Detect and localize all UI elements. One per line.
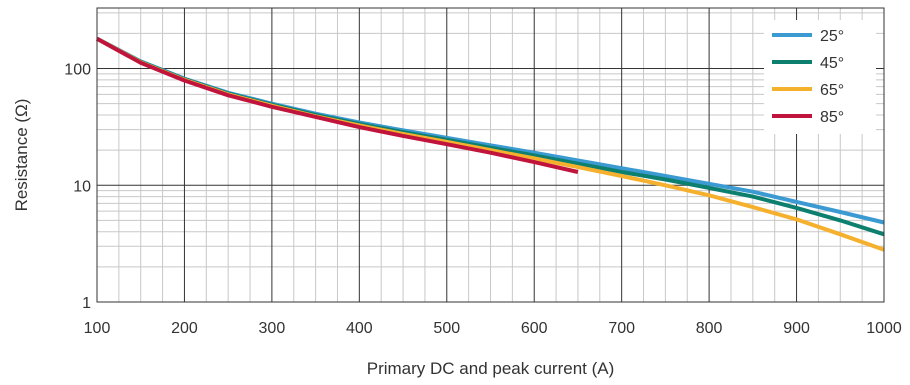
x-tick-label: 1000 <box>866 320 902 337</box>
legend-label-4: 85° <box>820 109 844 126</box>
plot-frame <box>96 7 885 303</box>
x-axis-title: Primary DC and peak current (A) <box>367 359 615 378</box>
legend-label-3: 65° <box>820 82 844 99</box>
x-tick-label: 800 <box>696 320 723 337</box>
legend-label-1: 25° <box>820 28 844 45</box>
x-tick-label: 200 <box>171 320 198 337</box>
x-tick-label: 100 <box>84 320 111 337</box>
y-tick-label: 10 <box>73 178 91 195</box>
x-tick-label: 900 <box>783 320 810 337</box>
y-axis-title: Resistance (Ω) <box>12 99 31 212</box>
x-axis-ticks: 100 200 300 400 500 600 700 800 900 1000 <box>84 320 902 337</box>
legend: 25° 45° 65° 85° <box>764 20 876 134</box>
x-tick-label: 700 <box>608 320 635 337</box>
legend-label-2: 45° <box>820 55 844 72</box>
series-line-4 <box>96 36 579 174</box>
y-axis-ticks: 1 10 100 <box>64 62 91 312</box>
x-tick-label: 400 <box>346 320 373 337</box>
series-layer <box>96 36 885 252</box>
y-tick-label: 100 <box>64 62 91 79</box>
x-tick-label: 600 <box>521 320 548 337</box>
minor-grid <box>97 8 884 302</box>
y-tick-label: 1 <box>82 295 91 312</box>
x-tick-label: 500 <box>433 320 460 337</box>
x-tick-label: 300 <box>259 320 286 337</box>
